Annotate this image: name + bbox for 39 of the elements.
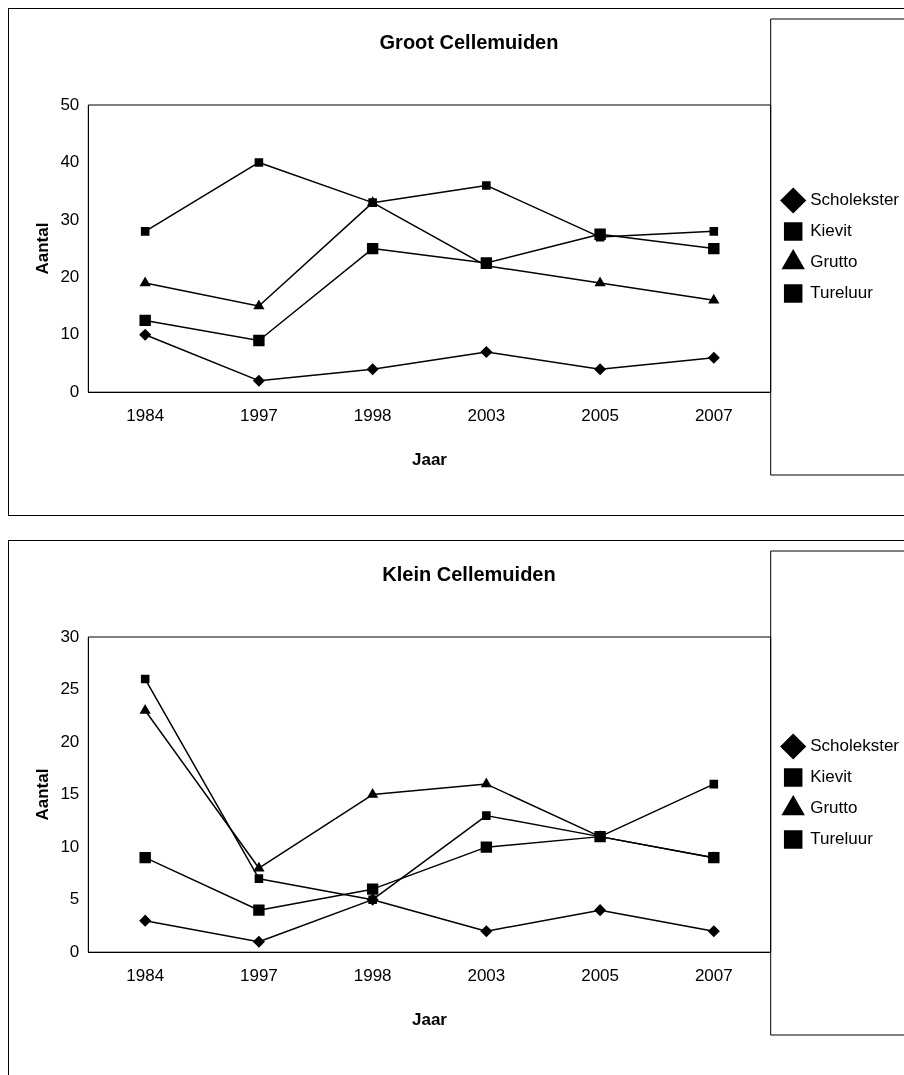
chart-title: Groot Cellemuiden <box>379 30 559 53</box>
x-axis-title: Jaar <box>412 450 448 470</box>
y-tick-label: 30 <box>60 626 80 646</box>
x-tick-label: 2005 <box>581 406 619 426</box>
y-tick-label: 50 <box>60 94 80 114</box>
y-axis-title: Aantal <box>32 768 52 821</box>
y-axis-title: Aantal <box>32 222 52 275</box>
legend-label: Scholekster <box>810 736 900 756</box>
legend-label: Scholekster <box>810 190 900 210</box>
y-tick-label: 25 <box>60 679 80 699</box>
x-tick-label: 1998 <box>353 966 392 986</box>
y-tick-label: 40 <box>60 152 80 172</box>
y-tick-label: 15 <box>60 784 80 804</box>
x-tick-label: 2007 <box>694 966 733 986</box>
legend-label: Kievit <box>810 767 853 787</box>
legend-label: Kievit <box>810 221 853 241</box>
chart-title: Klein Cellemuiden <box>382 562 556 585</box>
x-axis-title: Jaar <box>412 1010 448 1030</box>
legend-label: Grutto <box>810 252 858 272</box>
x-tick-label: 1997 <box>239 966 278 986</box>
y-tick-label: 0 <box>69 941 80 961</box>
x-tick-label: 2007 <box>694 406 733 426</box>
legend-label: Grutto <box>810 798 858 818</box>
legend-label: Tureluur <box>810 283 874 303</box>
y-tick-label: 20 <box>60 731 80 751</box>
x-tick-label: 1998 <box>353 406 392 426</box>
x-tick-label: 2005 <box>581 966 619 986</box>
x-tick-label: 2003 <box>467 966 506 986</box>
x-tick-label: 2003 <box>467 406 506 426</box>
y-tick-label: 0 <box>69 381 80 401</box>
y-tick-label: 20 <box>60 267 80 287</box>
x-tick-label: 1984 <box>126 406 165 426</box>
y-tick-label: 10 <box>60 836 80 856</box>
y-tick-label: 30 <box>60 209 80 229</box>
y-tick-label: 10 <box>60 324 80 344</box>
y-tick-label: 5 <box>69 889 80 909</box>
x-tick-label: 1984 <box>126 966 165 986</box>
legend-label: Tureluur <box>810 829 874 849</box>
x-tick-label: 1997 <box>239 406 278 426</box>
